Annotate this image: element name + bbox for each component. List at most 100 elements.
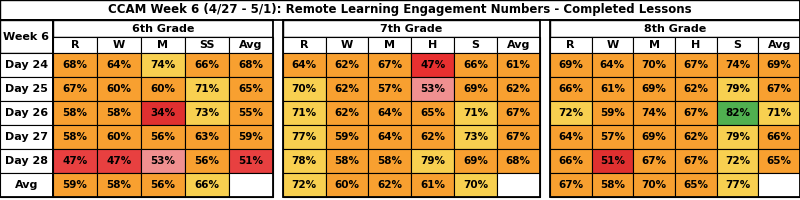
Bar: [591, 149, 634, 173]
Bar: [97, 149, 141, 173]
Bar: [454, 37, 497, 53]
Text: 58%: 58%: [106, 180, 131, 190]
Text: 69%: 69%: [558, 60, 583, 70]
Text: 67%: 67%: [62, 84, 87, 94]
Text: 69%: 69%: [463, 84, 488, 94]
Bar: [717, 37, 758, 53]
Bar: [53, 77, 97, 101]
Text: 58%: 58%: [378, 156, 402, 166]
Bar: [497, 125, 540, 149]
Text: 71%: 71%: [292, 108, 317, 118]
Text: 65%: 65%: [238, 84, 263, 94]
Bar: [185, 173, 229, 197]
Text: 67%: 67%: [766, 84, 792, 94]
Text: 69%: 69%: [766, 60, 791, 70]
Bar: [141, 149, 185, 173]
Text: 53%: 53%: [420, 84, 445, 94]
Text: 56%: 56%: [150, 132, 175, 142]
Bar: [141, 125, 185, 149]
Bar: [283, 125, 326, 149]
Bar: [326, 53, 369, 77]
Text: 7th Grade: 7th Grade: [380, 23, 442, 33]
Bar: [53, 101, 97, 125]
Bar: [97, 125, 141, 149]
Text: 59%: 59%: [334, 132, 359, 142]
Text: H: H: [691, 40, 700, 50]
Text: 79%: 79%: [725, 84, 750, 94]
Bar: [634, 173, 675, 197]
Text: Avg: Avg: [14, 180, 38, 190]
Bar: [0, 77, 53, 101]
Text: 47%: 47%: [106, 156, 131, 166]
Text: S: S: [734, 40, 742, 50]
Text: 67%: 67%: [683, 156, 708, 166]
Text: 70%: 70%: [292, 84, 317, 94]
Text: 70%: 70%: [642, 60, 666, 70]
Text: 68%: 68%: [506, 156, 531, 166]
Text: 8th Grade: 8th Grade: [644, 23, 706, 33]
Text: 71%: 71%: [194, 84, 219, 94]
Bar: [369, 149, 411, 173]
Text: R: R: [300, 40, 309, 50]
Text: Day 24: Day 24: [5, 60, 48, 70]
Bar: [675, 77, 717, 101]
Bar: [454, 173, 497, 197]
Bar: [53, 125, 97, 149]
Bar: [550, 173, 591, 197]
Text: W: W: [341, 40, 353, 50]
Text: 57%: 57%: [600, 132, 625, 142]
Text: 56%: 56%: [194, 156, 219, 166]
Text: M: M: [384, 40, 395, 50]
Bar: [229, 101, 273, 125]
Bar: [97, 173, 141, 197]
Text: 60%: 60%: [334, 180, 359, 190]
Bar: [758, 101, 800, 125]
Bar: [591, 37, 634, 53]
Bar: [0, 20, 53, 53]
Bar: [141, 101, 185, 125]
Bar: [53, 149, 97, 173]
Text: 69%: 69%: [642, 84, 666, 94]
Text: Avg: Avg: [506, 40, 530, 50]
Text: 63%: 63%: [194, 132, 219, 142]
Bar: [758, 77, 800, 101]
Text: 67%: 67%: [642, 156, 666, 166]
Text: Week 6: Week 6: [3, 31, 50, 42]
Bar: [550, 20, 800, 37]
Bar: [185, 125, 229, 149]
Text: 51%: 51%: [238, 156, 263, 166]
Text: Day 26: Day 26: [5, 108, 48, 118]
Bar: [758, 173, 800, 197]
Text: 57%: 57%: [378, 84, 402, 94]
Bar: [53, 20, 273, 197]
Text: 74%: 74%: [642, 108, 666, 118]
Bar: [0, 0, 800, 20]
Text: 70%: 70%: [463, 180, 488, 190]
Bar: [540, 20, 550, 197]
Text: 79%: 79%: [420, 156, 445, 166]
Bar: [550, 149, 591, 173]
Text: 62%: 62%: [683, 132, 708, 142]
Text: 69%: 69%: [642, 132, 666, 142]
Bar: [326, 37, 369, 53]
Bar: [229, 149, 273, 173]
Bar: [141, 77, 185, 101]
Text: 60%: 60%: [106, 84, 131, 94]
Text: W: W: [113, 40, 125, 50]
Text: S: S: [471, 40, 479, 50]
Bar: [591, 53, 634, 77]
Text: 62%: 62%: [334, 60, 359, 70]
Bar: [591, 125, 634, 149]
Bar: [326, 125, 369, 149]
Text: 64%: 64%: [378, 132, 402, 142]
Text: Avg: Avg: [767, 40, 791, 50]
Text: 67%: 67%: [683, 60, 708, 70]
Text: 79%: 79%: [725, 132, 750, 142]
Bar: [229, 125, 273, 149]
Text: 64%: 64%: [558, 132, 583, 142]
Text: 53%: 53%: [150, 156, 175, 166]
Bar: [185, 101, 229, 125]
Text: R: R: [70, 40, 79, 50]
Bar: [497, 173, 540, 197]
Text: 61%: 61%: [506, 60, 531, 70]
